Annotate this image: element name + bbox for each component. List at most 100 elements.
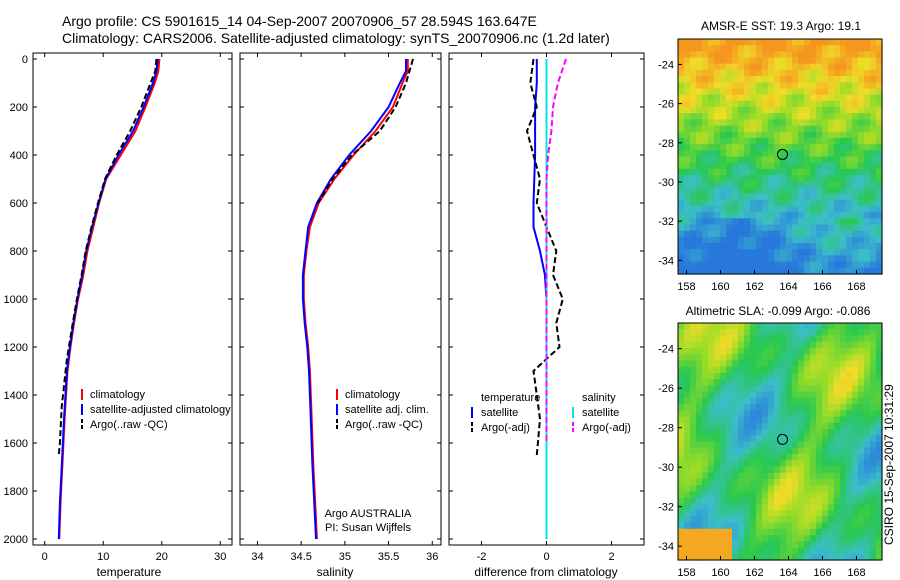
map-cell (738, 491, 745, 499)
map-cell (822, 372, 829, 380)
map-frame (677, 38, 883, 275)
map-cell (756, 230, 763, 238)
map-cell (678, 162, 685, 170)
map-cell (792, 435, 799, 443)
map-cell (750, 187, 757, 195)
map-cell (768, 199, 775, 207)
map-cell (822, 366, 829, 374)
map-cell (846, 113, 853, 120)
map-cell (714, 497, 721, 505)
map-cell (816, 131, 823, 139)
map-ytick-label: -34 (658, 255, 674, 267)
map-cell (702, 156, 709, 164)
map-cell (684, 255, 691, 263)
map-cell (864, 199, 871, 207)
map-cell (804, 39, 811, 46)
map-cell (786, 397, 793, 405)
map-cell (834, 522, 841, 530)
map-cell (834, 497, 841, 505)
map-cell (858, 447, 865, 455)
map-cell (792, 497, 799, 505)
map-cell (846, 435, 853, 443)
map-cell (864, 224, 871, 232)
map-cell (792, 224, 799, 232)
map-cell (756, 206, 763, 213)
map-cell (864, 347, 871, 355)
map-cell (732, 162, 739, 170)
map-cell (864, 553, 871, 561)
map-cell (696, 255, 703, 263)
map-cell (798, 429, 805, 436)
map-cell (762, 429, 769, 436)
map-cell (792, 510, 799, 517)
map-cell (852, 45, 859, 52)
map-cell (792, 39, 799, 46)
map-cell (774, 404, 781, 411)
map-cell (732, 553, 739, 561)
map-cell (780, 472, 787, 480)
map-cell (828, 360, 835, 368)
map-cell (846, 447, 853, 455)
map-cell (846, 76, 853, 83)
map-cell (696, 39, 703, 46)
map-cell (690, 354, 697, 361)
map-cell (852, 125, 859, 133)
map-cell (852, 323, 859, 330)
map-cell (876, 385, 883, 393)
map-cell (708, 206, 715, 213)
map-cell (744, 516, 751, 524)
map-cell (846, 491, 853, 499)
map-cell (810, 51, 817, 59)
map-cell (834, 94, 841, 102)
map-cell (876, 63, 883, 71)
map-cell (858, 236, 865, 244)
map-cell (786, 162, 793, 170)
map-cell (828, 255, 835, 263)
map-cell (804, 69, 811, 77)
map-cell (702, 224, 709, 232)
map-cell (798, 416, 805, 424)
map-cell (834, 478, 841, 486)
map-cell (798, 466, 805, 474)
map-cell (828, 553, 835, 561)
map-cell (684, 261, 691, 269)
map-cell (786, 168, 793, 176)
map-cell (702, 485, 709, 492)
map-cell (828, 466, 835, 474)
map-cell (816, 391, 823, 399)
map-cell (816, 181, 823, 188)
map-cell (834, 137, 841, 145)
map-cell (774, 347, 781, 355)
map-cell (774, 51, 781, 59)
map-cell (768, 131, 775, 139)
map-cell (870, 94, 877, 102)
map-cell (756, 107, 763, 114)
map-cell (816, 535, 823, 542)
map-cell (750, 199, 757, 207)
map-cell (714, 51, 721, 59)
map-cell (720, 107, 727, 114)
map-cell (738, 404, 745, 411)
map-cell (678, 528, 685, 536)
map-cell (786, 137, 793, 145)
map-cell (870, 113, 877, 120)
map-cell (708, 218, 715, 226)
map-cell (690, 206, 697, 213)
map-cell (684, 156, 691, 164)
map-cell (840, 119, 847, 127)
map-cell (864, 485, 871, 492)
map-cell (846, 422, 853, 430)
map-cell (714, 224, 721, 232)
map-cell (858, 503, 865, 511)
map-cell (714, 516, 721, 524)
map-cell (714, 45, 721, 52)
map-cell (708, 366, 715, 374)
map-cell (816, 335, 823, 343)
depth-ytick-label: 1800 (4, 486, 28, 498)
map-cell (762, 516, 769, 524)
map-cell (768, 69, 775, 77)
map-cell (870, 347, 877, 355)
map-cell (822, 76, 829, 83)
map-cell (816, 429, 823, 436)
map-cell (744, 522, 751, 530)
